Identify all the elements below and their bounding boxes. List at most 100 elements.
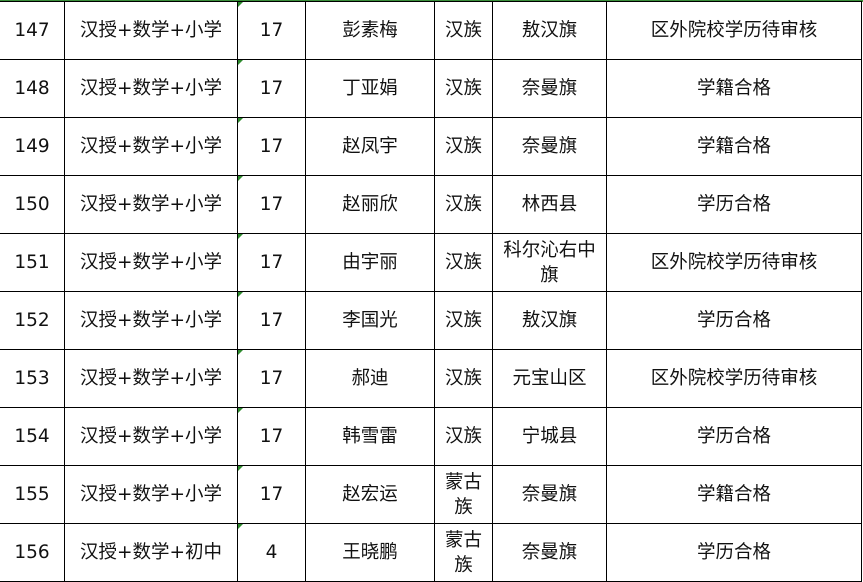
cell-ethnicity[interactable]: 汉族	[434, 117, 493, 176]
category-text: 汉授+数学+小学	[79, 252, 222, 273]
cell-category[interactable]: 汉授+数学+小学	[64, 117, 238, 176]
code-text: 4	[265, 542, 278, 563]
status-text: 区外院校学历待审核	[650, 368, 818, 389]
cell-category[interactable]: 汉授+数学+小学	[64, 59, 238, 118]
cell-no[interactable]: 149	[0, 117, 65, 176]
cell-region[interactable]: 奈曼旗	[492, 59, 607, 118]
cell-name[interactable]: 由宇丽	[305, 233, 435, 292]
cell-region[interactable]: 敖汉旗	[492, 291, 607, 350]
cell-code[interactable]: 17	[237, 349, 306, 408]
cell-category[interactable]: 汉授+数学+小学	[64, 1, 238, 60]
ethnicity-text: 蒙古族	[444, 471, 482, 518]
cell-no[interactable]: 153	[0, 349, 65, 408]
cell-region[interactable]: 奈曼旗	[492, 523, 607, 582]
name-text: 由宇丽	[342, 252, 398, 273]
cell-category[interactable]: 汉授+数学+小学	[64, 175, 238, 234]
cell-region[interactable]: 宁城县	[492, 407, 607, 466]
cell-ethnicity[interactable]: 汉族	[434, 407, 493, 466]
category-text: 汉授+数学+初中	[79, 542, 222, 563]
cell-status[interactable]: 学历合格	[606, 407, 862, 466]
cell-status[interactable]: 学历合格	[606, 523, 862, 582]
region-text: 奈曼旗	[521, 484, 578, 505]
cell-status[interactable]: 学历合格	[606, 175, 862, 234]
cell-code[interactable]: 17	[237, 465, 306, 524]
cell-category[interactable]: 汉授+数学+小学	[64, 349, 238, 408]
cell-name[interactable]: 彭素梅	[305, 1, 435, 60]
cell-name[interactable]: 王晓鹏	[305, 523, 435, 582]
cell-ethnicity[interactable]: 汉族	[434, 1, 493, 60]
cell-category[interactable]: 汉授+数学+小学	[64, 465, 238, 524]
cell-name[interactable]: 赵宏运	[305, 465, 435, 524]
cell-status[interactable]: 区外院校学历待审核	[606, 349, 862, 408]
cell-code[interactable]: 17	[237, 291, 306, 350]
table-row: 154 汉授+数学+小学 17 韩雪雷 汉族 宁城县 学历合格	[0, 407, 862, 466]
cell-code[interactable]: 17	[237, 1, 306, 60]
cell-no[interactable]: 156	[0, 523, 65, 582]
cell-region[interactable]: 奈曼旗	[492, 117, 607, 176]
ethnicity-text: 汉族	[444, 136, 482, 157]
ethnicity-text: 蒙古族	[444, 529, 482, 576]
cell-no[interactable]: 150	[0, 175, 65, 234]
cell-ethnicity[interactable]: 汉族	[434, 349, 493, 408]
no-text: 156	[14, 542, 50, 563]
cell-ethnicity[interactable]: 汉族	[434, 233, 493, 292]
cell-no[interactable]: 151	[0, 233, 65, 292]
cell-code[interactable]: 4	[237, 523, 306, 582]
cell-no[interactable]: 154	[0, 407, 65, 466]
cell-no[interactable]: 155	[0, 465, 65, 524]
cell-code[interactable]: 17	[237, 117, 306, 176]
cell-code[interactable]: 17	[237, 59, 306, 118]
cell-code[interactable]: 17	[237, 407, 306, 466]
cell-name[interactable]: 郝迪	[305, 349, 435, 408]
cell-region[interactable]: 奈曼旗	[492, 465, 607, 524]
cell-status[interactable]: 学籍合格	[606, 117, 862, 176]
no-text: 151	[14, 252, 50, 273]
cell-name[interactable]: 李国光	[305, 291, 435, 350]
code-text: 17	[259, 136, 284, 157]
cell-name[interactable]: 赵凤宇	[305, 117, 435, 176]
cell-region[interactable]: 科尔沁右中旗	[492, 233, 607, 292]
cell-category[interactable]: 汉授+数学+小学	[64, 233, 238, 292]
status-text: 区外院校学历待审核	[650, 252, 818, 273]
cell-name[interactable]: 丁亚娟	[305, 59, 435, 118]
cell-status[interactable]: 学历合格	[606, 291, 862, 350]
cell-ethnicity[interactable]: 汉族	[434, 59, 493, 118]
cell-status[interactable]: 区外院校学历待审核	[606, 1, 862, 60]
no-text: 149	[14, 136, 50, 157]
cell-ethnicity[interactable]: 汉族	[434, 175, 493, 234]
table-row: 150 汉授+数学+小学 17 赵丽欣 汉族 林西县 学历合格	[0, 175, 862, 234]
cell-ethnicity[interactable]: 汉族	[434, 291, 493, 350]
ethnicity-text: 汉族	[444, 426, 482, 447]
code-text: 17	[259, 484, 284, 505]
name-text: 赵丽欣	[342, 194, 398, 215]
cell-ethnicity[interactable]: 蒙古族	[434, 465, 493, 524]
code-text: 17	[259, 368, 284, 389]
cell-category[interactable]: 汉授+数学+初中	[64, 523, 238, 582]
status-text: 学籍合格	[696, 78, 771, 99]
cell-region[interactable]: 元宝山区	[492, 349, 607, 408]
category-text: 汉授+数学+小学	[79, 310, 222, 331]
cell-category[interactable]: 汉授+数学+小学	[64, 407, 238, 466]
cell-region[interactable]: 林西县	[492, 175, 607, 234]
cell-no[interactable]: 148	[0, 59, 65, 118]
cell-status[interactable]: 区外院校学历待审核	[606, 233, 862, 292]
cell-name[interactable]: 赵丽欣	[305, 175, 435, 234]
status-text: 学历合格	[696, 426, 771, 447]
cell-region[interactable]: 敖汉旗	[492, 1, 607, 60]
cell-status[interactable]: 学籍合格	[606, 465, 862, 524]
cell-name[interactable]: 韩雪雷	[305, 407, 435, 466]
table-row: 155 汉授+数学+小学 17 赵宏运 蒙古族 奈曼旗 学籍合格	[0, 465, 862, 524]
cell-status[interactable]: 学籍合格	[606, 59, 862, 118]
cell-no[interactable]: 147	[0, 1, 65, 60]
cell-code[interactable]: 17	[237, 233, 306, 292]
cell-category[interactable]: 汉授+数学+小学	[64, 291, 238, 350]
cell-ethnicity[interactable]: 蒙古族	[434, 523, 493, 582]
code-text: 17	[259, 426, 284, 447]
category-text: 汉授+数学+小学	[79, 368, 222, 389]
cell-no[interactable]: 152	[0, 291, 65, 350]
name-text: 丁亚娟	[342, 78, 398, 99]
cell-code[interactable]: 17	[237, 175, 306, 234]
category-text: 汉授+数学+小学	[79, 78, 222, 99]
category-text: 汉授+数学+小学	[79, 194, 222, 215]
